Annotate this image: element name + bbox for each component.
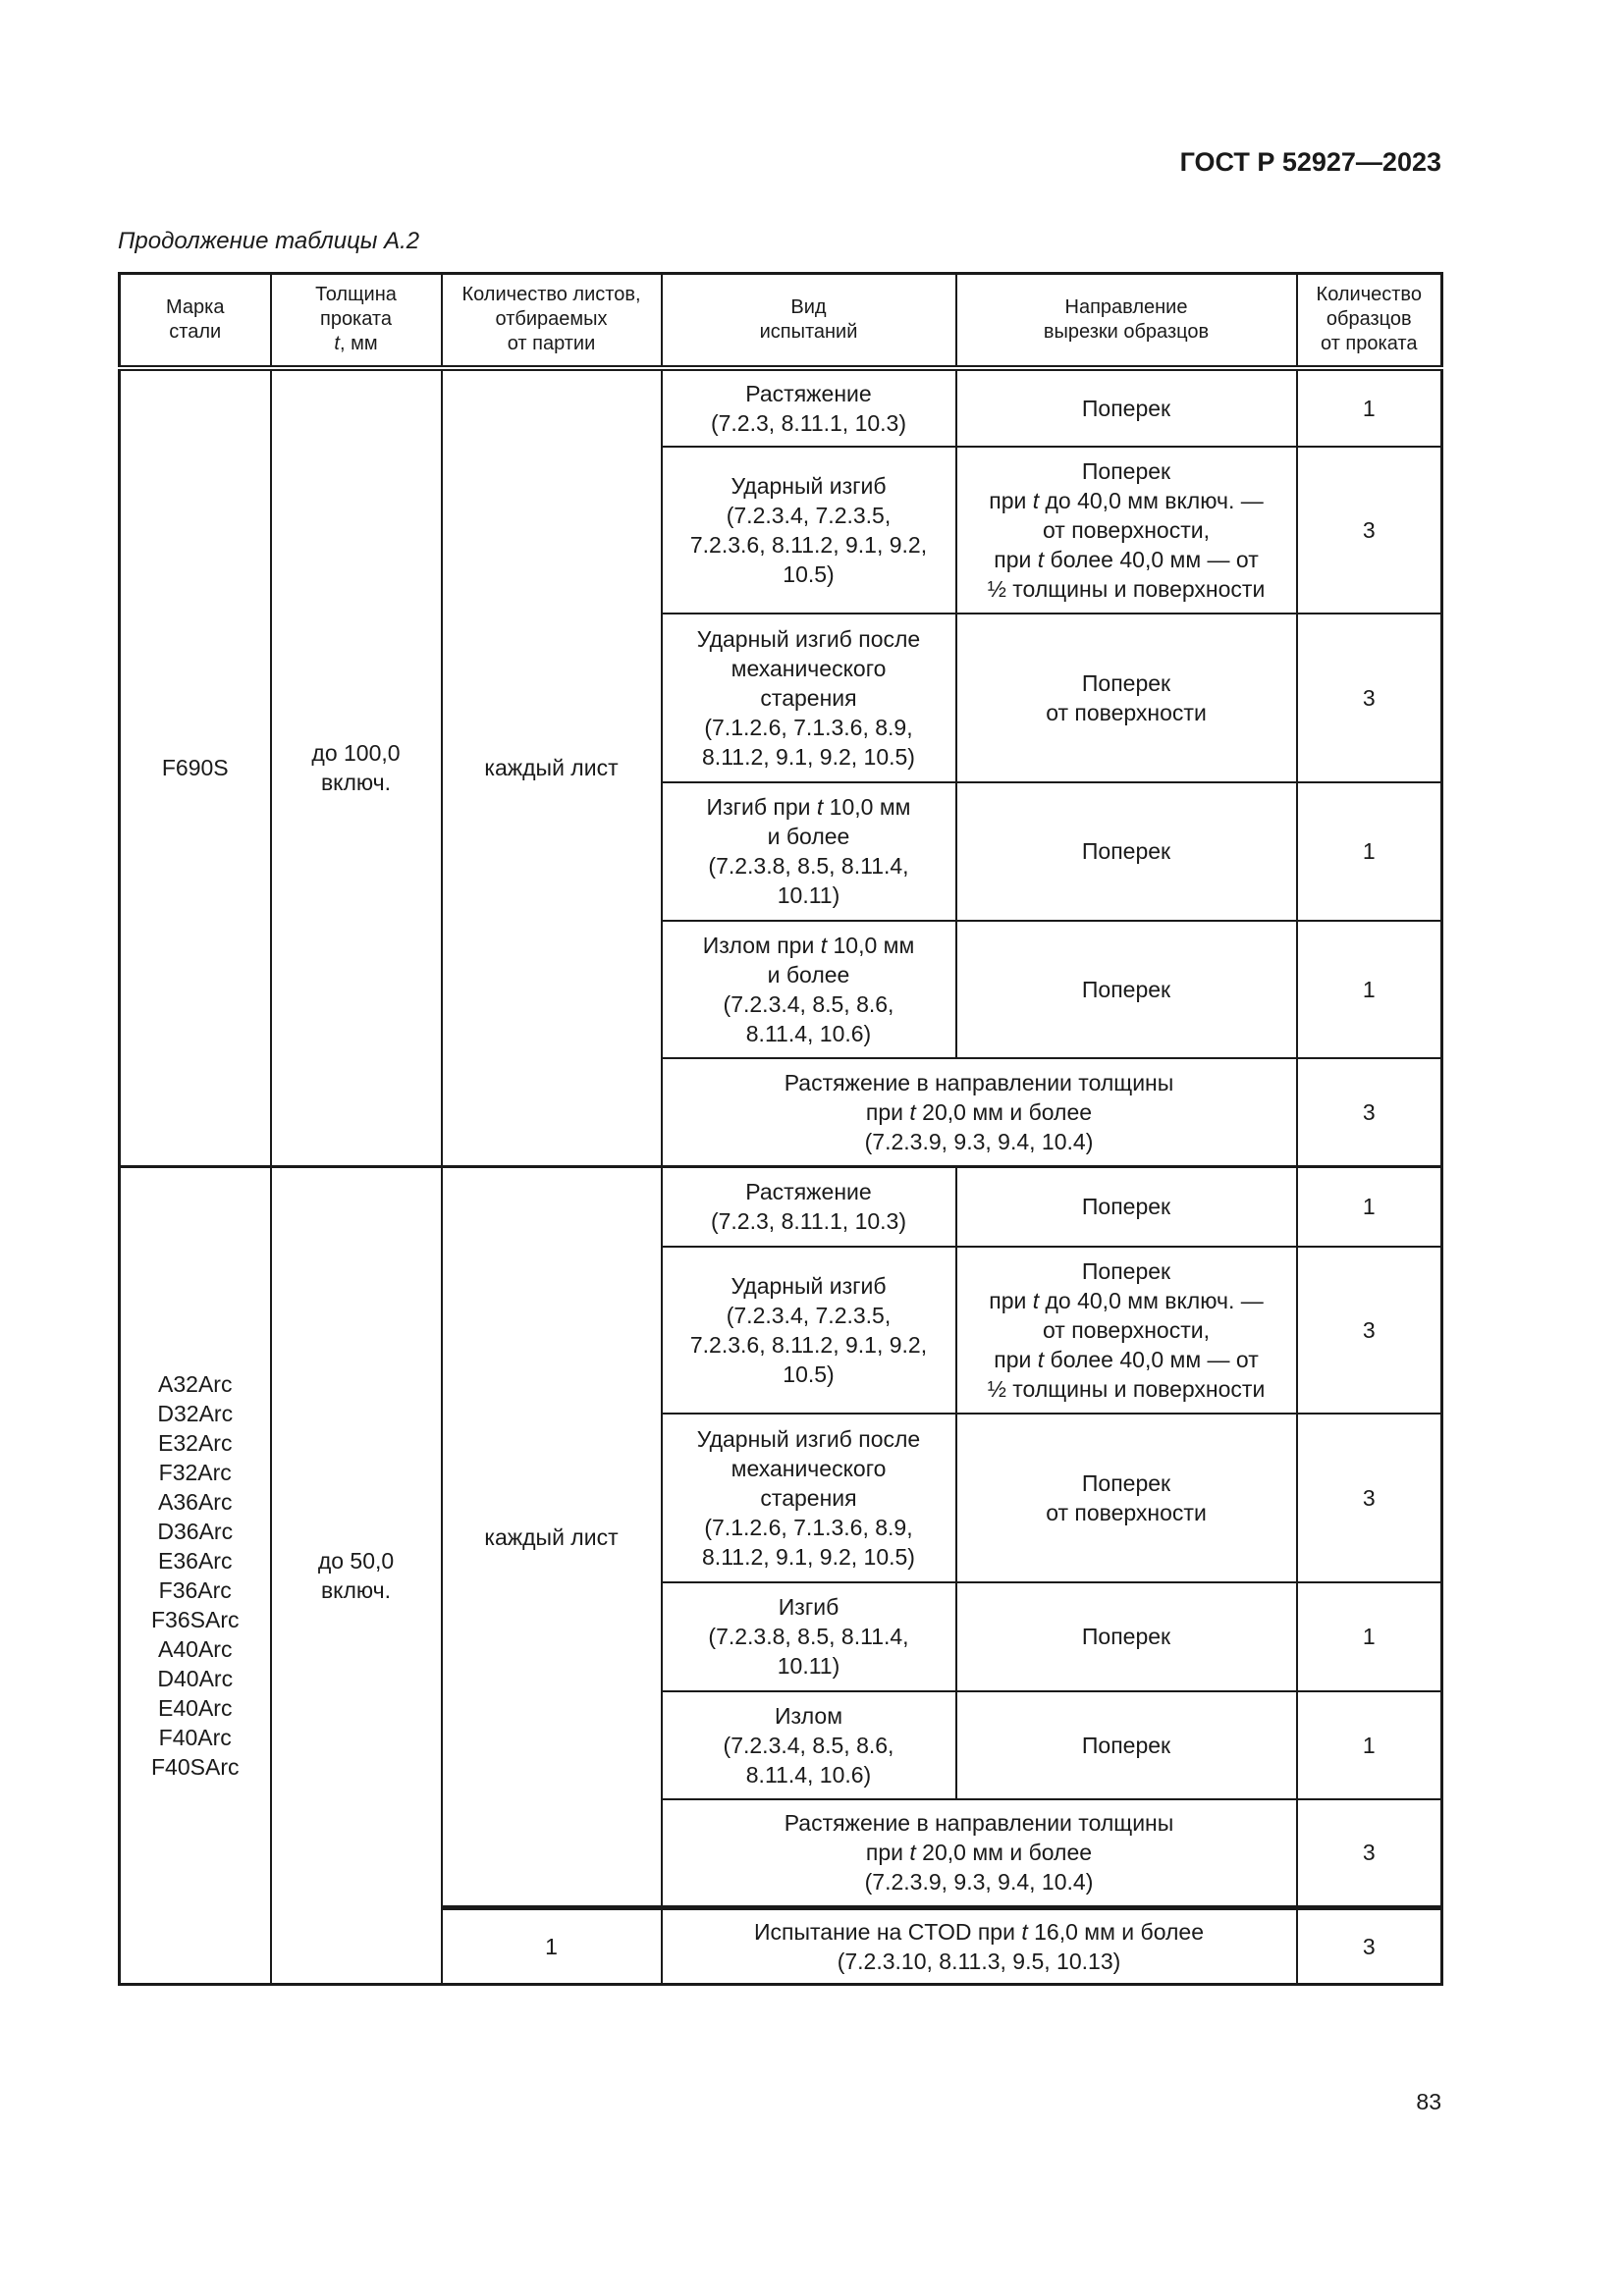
quantity-cell: 3 (1295, 1905, 1443, 1986)
test-type-cell: Растяжение в направлении толщины при t 2… (660, 1056, 1298, 1168)
page-number: 83 (1416, 2089, 1441, 2114)
table-row: Излом при t 10,0 мм и более (7.2.3.4, 8.… (120, 919, 1443, 1059)
quantity-cell: 3 (1295, 1056, 1443, 1168)
table-row: A32Arc D32Arc E32Arc F32Arc A36Arc D36Ar… (118, 1165, 1443, 1986)
column-header-grade: Марка стали (118, 272, 272, 371)
test-type-cell: Растяжение (7.2.3, 8.11.1, 10.3) (660, 366, 957, 448)
table-row: Ударный изгиб (7.2.3.4, 7.2.3.5, 7.2.3.6… (120, 445, 1443, 614)
quantity-cell: 1 (1295, 1165, 1443, 1248)
table-row: Растяжение в направлении толщины при t 2… (120, 1797, 1443, 1909)
direction-cell: Поперек от поверхности (954, 1412, 1298, 1583)
steel-grade-cell: F690S (118, 366, 272, 1168)
table-row: Растяжение в направлении толщины при t 2… (120, 1056, 1443, 1168)
sheets-count-cell: каждый лист (440, 366, 663, 1168)
column-header-sheets: Количество листов, отбираемых от партии (440, 272, 663, 371)
direction-cell: Поперек (954, 1165, 1298, 1248)
table-row-ctod: 1 Испытание на CTOD при t 16,0 мм и более… (120, 1905, 1443, 1986)
test-type-cell: Ударный изгиб (7.2.3.4, 7.2.3.5, 7.2.3.6… (660, 445, 957, 614)
quantity-cell: 3 (1295, 1245, 1443, 1415)
test-type-cell: Изгиб при t 10,0 мм и более (7.2.3.8, 8.… (660, 780, 957, 922)
test-type-cell: Растяжение в направлении толщины при t 2… (660, 1797, 1298, 1909)
column-header-test-type: Вид испытаний (660, 272, 957, 371)
test-type-cell: Растяжение (7.2.3, 8.11.1, 10.3) (660, 1165, 957, 1248)
test-type-cell: Испытание на CTOD при t 16,0 мм и более … (660, 1905, 1298, 1986)
table-row: Излом (7.2.3.4, 8.5, 8.6, 8.11.4, 10.6) П… (120, 1689, 1443, 1800)
steel-grade-cell: A32Arc D32Arc E32Arc F32Arc A36Arc D36Ar… (118, 1165, 272, 1986)
sheets-count-cell: каждый лист (440, 1165, 663, 1909)
quantity-cell: 3 (1295, 445, 1443, 614)
direction-cell: Поперек при t до 40,0 мм включ. — от пов… (954, 1245, 1298, 1415)
test-type-cell: Ударный изгиб после механического старен… (660, 1412, 957, 1583)
quantity-cell: 1 (1295, 1580, 1443, 1692)
quantity-cell: 3 (1295, 1797, 1443, 1909)
test-type-cell: Излом (7.2.3.4, 8.5, 8.6, 8.11.4, 10.6) (660, 1689, 957, 1800)
table-caption: Продолжение таблицы А.2 (118, 228, 420, 254)
table-row: Ударный изгиб после механического старен… (120, 1412, 1443, 1583)
quantity-cell: 1 (1295, 780, 1443, 922)
direction-cell: Поперек (954, 1689, 1298, 1800)
document-code: ГОСТ Р 52927—2023 (1179, 147, 1441, 177)
table-header-row: Марка стали Толщина проката t, мм Количест… (118, 272, 1443, 371)
quantity-cell: 1 (1295, 919, 1443, 1059)
column-header-thickness: Толщина проката t, мм (269, 272, 443, 371)
table-row: Ударный изгиб после механического старен… (120, 612, 1443, 783)
direction-cell: Поперек при t до 40,0 мм включ. — от пов… (954, 445, 1298, 614)
thickness-cell: до 50,0 включ. (269, 1165, 443, 1986)
direction-cell: Поперек (954, 780, 1298, 922)
quantity-cell: 1 (1295, 1689, 1443, 1800)
table-row: Ударный изгиб (7.2.3.4, 7.2.3.5, 7.2.3.6… (120, 1245, 1443, 1415)
test-type-cell: Ударный изгиб (7.2.3.4, 7.2.3.5, 7.2.3.6… (660, 1245, 957, 1415)
direction-cell: Поперек от поверхности (954, 612, 1298, 783)
direction-cell: Поперек (954, 1580, 1298, 1692)
test-type-cell: Ударный изгиб после механического старен… (660, 612, 957, 783)
thickness-cell: до 100,0 включ. (269, 366, 443, 1168)
quantity-cell: 3 (1295, 612, 1443, 783)
quantity-cell: 3 (1295, 1412, 1443, 1583)
quantity-cell: 1 (1295, 366, 1443, 448)
column-header-direction: Направление вырезки образцов (954, 272, 1298, 371)
table-row: Изгиб (7.2.3.8, 8.5, 8.11.4, 10.11) Попер… (120, 1580, 1443, 1692)
sheets-count-cell: 1 (440, 1905, 663, 1986)
test-requirements-table: Марка стали Толщина проката t, мм Количест… (118, 272, 1443, 1986)
column-header-quantity: Количество образцов от проката (1295, 272, 1443, 371)
test-type-cell: Изгиб (7.2.3.8, 8.5, 8.11.4, 10.11) (660, 1580, 957, 1692)
test-type-cell: Излом при t 10,0 мм и более (7.2.3.4, 8.… (660, 919, 957, 1059)
direction-cell: Поперек (954, 366, 1298, 448)
direction-cell: Поперек (954, 919, 1298, 1059)
table-row: F690S до 100,0 включ. каждый лист Растяжени… (118, 366, 1443, 1168)
table-row: Изгиб при t 10,0 мм и более (7.2.3.8, 8.… (120, 780, 1443, 922)
